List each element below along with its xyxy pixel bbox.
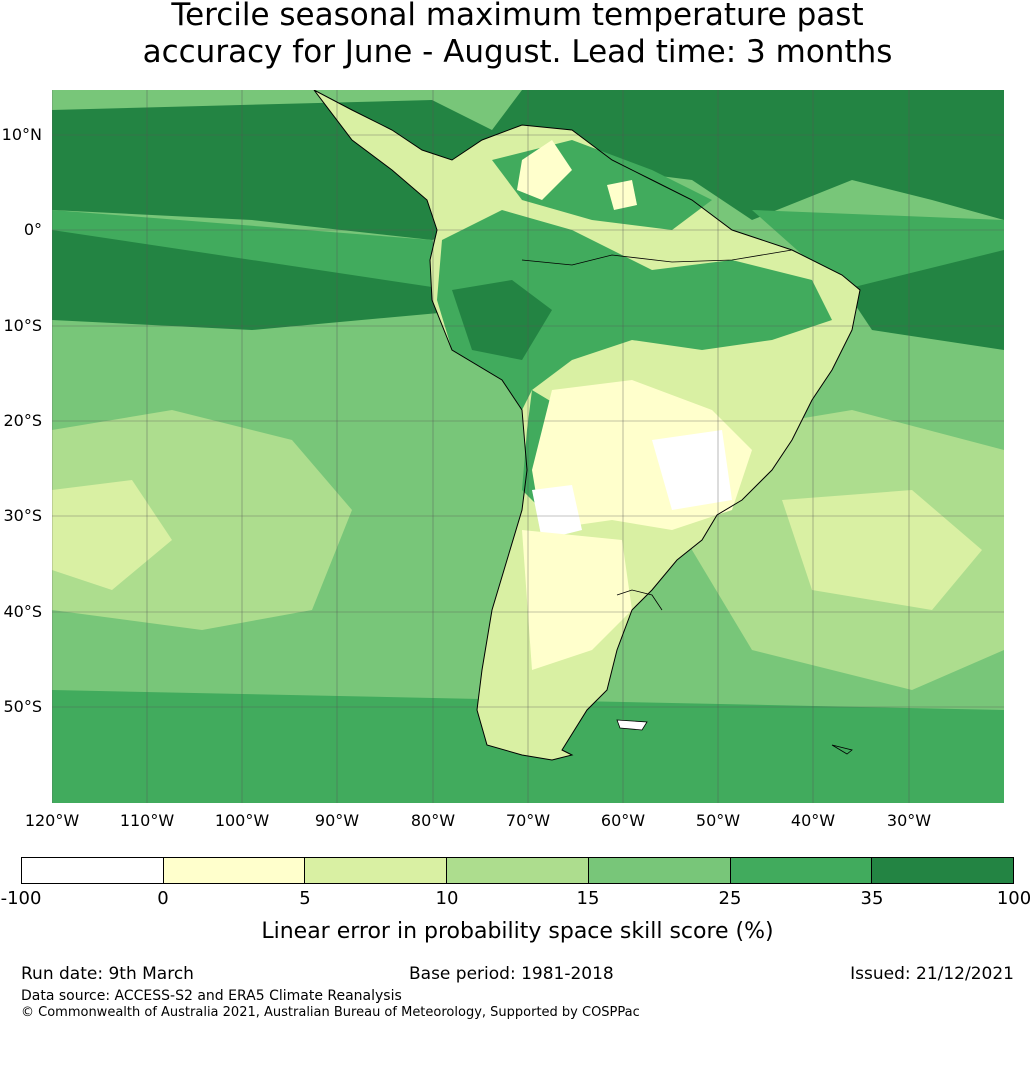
western-amazon-high-skill-area xyxy=(452,280,552,360)
colorbar-tick-10: 10 xyxy=(435,888,459,909)
colorbar xyxy=(21,857,1014,884)
lat-label-40s: 40°S xyxy=(3,602,42,621)
negative-skill-region-brazil xyxy=(652,430,732,510)
lat-label-10s: 10°S xyxy=(3,316,42,335)
colorbar-tick-0: 0 xyxy=(157,888,169,909)
colorbar-tick-100: 100 xyxy=(996,888,1032,909)
colorbar-tick-neg100: -100 xyxy=(0,888,42,909)
colorbar-tick-35: 35 xyxy=(860,888,884,909)
lon-label-70w: 70°W xyxy=(505,811,551,830)
lat-label-20s: 20°S xyxy=(3,411,42,430)
copyright-notice: © Commonwealth of Australia 2021, Austra… xyxy=(21,1005,640,1020)
colorbar-segment-15-25 xyxy=(588,858,731,883)
map-canvas xyxy=(52,90,1004,803)
map-gridlines xyxy=(52,90,1004,803)
lon-label-120w: 120°W xyxy=(24,811,80,830)
negative-skill-patch-andes xyxy=(532,485,582,540)
lat-label-10n: 10°N xyxy=(1,125,42,144)
colorbar-segment-35-100 xyxy=(872,858,1014,883)
amazon-river xyxy=(521,249,793,266)
south-georgia-island xyxy=(831,744,853,755)
lon-label-110w: 110°W xyxy=(119,811,175,830)
lon-label-40w: 40°W xyxy=(790,811,836,830)
lon-label-30w: 30°W xyxy=(886,811,932,830)
very-low-skill-patch-north xyxy=(517,140,572,200)
falkland-islands xyxy=(616,719,648,731)
skill-score-map xyxy=(52,90,1004,803)
colorbar-segment-0-5 xyxy=(163,858,306,883)
lower-skill-patch-atlantic xyxy=(782,490,982,610)
lon-label-60w: 60°W xyxy=(600,811,646,830)
colorbar-tick-25: 25 xyxy=(718,888,742,909)
colorbar-label: Linear error in probability space skill … xyxy=(261,919,774,944)
lat-label-50s: 50°S xyxy=(3,697,42,716)
lat-label-30s: 30°S xyxy=(3,506,42,525)
high-skill-region-east-pacific xyxy=(52,230,472,330)
run-date: Run date: 9th March xyxy=(21,964,194,984)
chart-title-line-1: Tercile seasonal maximum temperature pas… xyxy=(171,0,864,33)
colorbar-segment-10-15 xyxy=(447,858,589,883)
very-low-skill-patch-guiana xyxy=(607,180,637,210)
lon-label-90w: 90°W xyxy=(314,811,360,830)
base-period: Base period: 1981-2018 xyxy=(409,964,614,984)
amazon-medium-skill-area xyxy=(437,210,832,410)
lon-label-100w: 100°W xyxy=(214,811,270,830)
south-america-coastline xyxy=(313,90,861,761)
colorbar-segment-neg100-0 xyxy=(22,858,164,883)
chart-title-line-2: accuracy for June - August. Lead time: 3… xyxy=(142,34,893,70)
lower-skill-patch-pacific xyxy=(52,480,172,590)
colorbar-segment-5-10 xyxy=(305,858,448,883)
lon-label-80w: 80°W xyxy=(410,811,456,830)
colorbar-tick-5: 5 xyxy=(299,888,311,909)
rio-de-la-plata xyxy=(616,589,663,611)
issued-date: Issued: 21/12/2021 xyxy=(850,964,1014,984)
lon-label-50w: 50°W xyxy=(695,811,741,830)
colorbar-tick-15: 15 xyxy=(576,888,600,909)
data-source: Data source: ACCESS-S2 and ERA5 Climate … xyxy=(21,988,402,1004)
colorbar-segment-25-35 xyxy=(730,858,873,883)
very-low-skill-region-south xyxy=(522,530,632,670)
lat-label-0: 0° xyxy=(23,220,42,239)
